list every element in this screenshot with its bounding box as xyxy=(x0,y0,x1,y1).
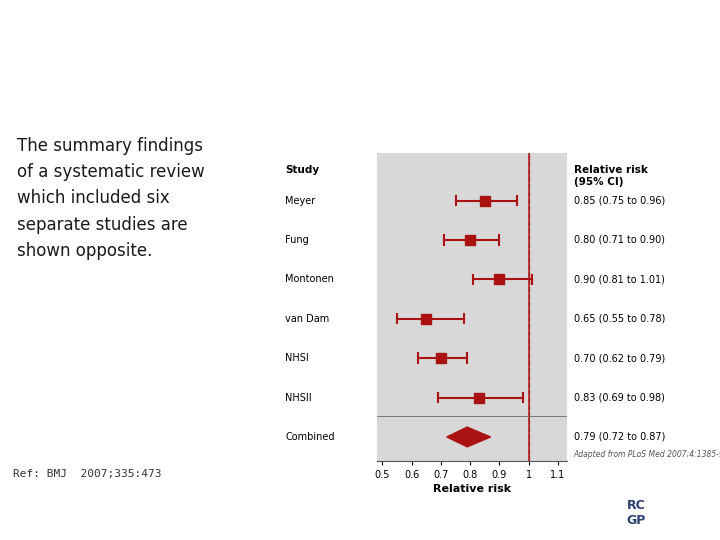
Text: 0.80 (0.71 to 0.90): 0.80 (0.71 to 0.90) xyxy=(574,235,665,245)
Text: 0.85 (0.75 to 0.96): 0.85 (0.75 to 0.96) xyxy=(574,195,665,206)
Text: 0.65 (0.55 to 0.78): 0.65 (0.55 to 0.78) xyxy=(574,314,665,324)
Text: Meyer: Meyer xyxy=(285,195,315,206)
Text: 0.83 (0.69 to 0.98): 0.83 (0.69 to 0.98) xyxy=(574,393,665,402)
Text: Adapted from PLoS Med 2007;4:1385-95: Adapted from PLoS Med 2007;4:1385-95 xyxy=(574,450,720,458)
Text: Royal College of
General Practitioners: Royal College of General Practitioners xyxy=(679,502,720,515)
X-axis label: Relative risk: Relative risk xyxy=(433,484,510,494)
Text: Study: Study xyxy=(285,165,319,175)
Text: NHSI: NHSI xyxy=(285,353,309,363)
Point xyxy=(479,196,490,205)
Text: 0.70 (0.62 to 0.79): 0.70 (0.62 to 0.79) xyxy=(574,353,665,363)
Point xyxy=(494,275,505,284)
Text: Relative risk
(95% CI): Relative risk (95% CI) xyxy=(574,165,648,187)
Text: NHSII: NHSII xyxy=(285,393,312,402)
Text: van Dam: van Dam xyxy=(285,314,329,324)
Text: Montonen: Montonen xyxy=(285,274,334,285)
Point xyxy=(420,314,432,323)
Text: Data Interpretation example: Data Interpretation example xyxy=(13,23,551,57)
Text: Ref: BMJ  2007;335:473: Ref: BMJ 2007;335:473 xyxy=(13,469,161,479)
Point xyxy=(435,354,446,362)
FancyBboxPatch shape xyxy=(618,495,654,535)
Text: The summary findings
of a systematic review
which included six
separate studies : The summary findings of a systematic rev… xyxy=(17,137,205,260)
Polygon shape xyxy=(446,427,490,447)
Text: 0.90 (0.81 to 1.01): 0.90 (0.81 to 1.01) xyxy=(574,274,665,285)
Text: Combined: Combined xyxy=(285,432,335,442)
Text: INCREASED WHOLE GRAIN INTAKE
AND RISK OF TYPE 2 DIABETES: INCREASED WHOLE GRAIN INTAKE AND RISK OF… xyxy=(380,106,606,136)
Text: 0.79 (0.72 to 0.87): 0.79 (0.72 to 0.87) xyxy=(574,432,665,442)
Point xyxy=(473,393,485,402)
Text: Fung: Fung xyxy=(285,235,309,245)
Text: RC
GP: RC GP xyxy=(626,499,646,527)
Point xyxy=(464,235,476,244)
